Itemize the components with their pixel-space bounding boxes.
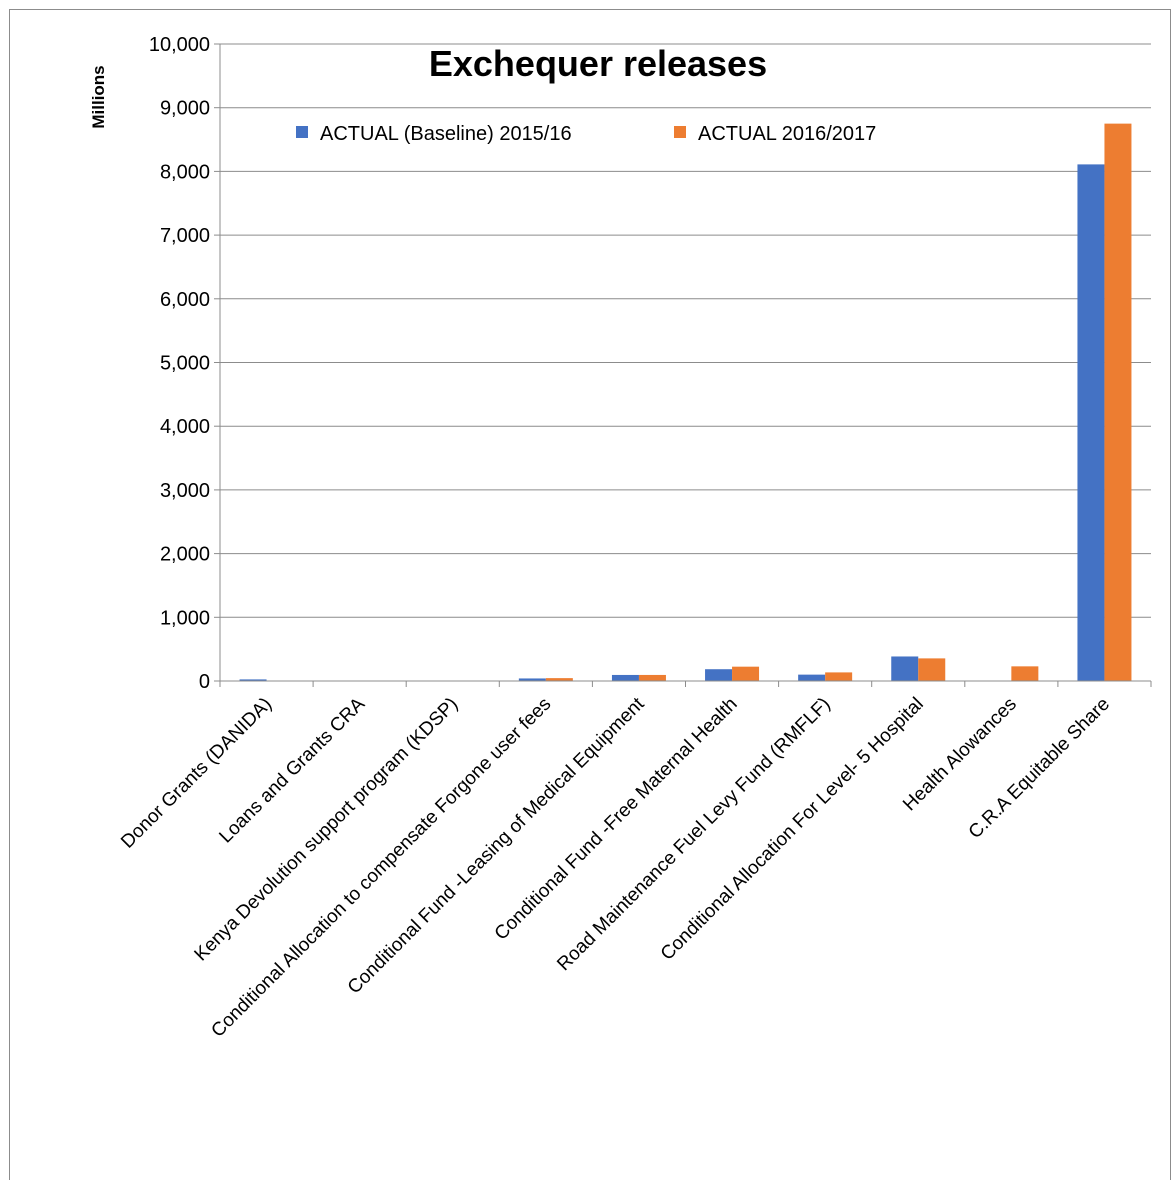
bar-2015-16: [518, 678, 546, 681]
y-tick-label: 10,000: [149, 34, 210, 56]
legend-swatch: [296, 126, 308, 138]
bar-2016-2017: [825, 672, 853, 681]
chart-title: Exchequer releases: [429, 43, 767, 84]
bar-2015-16: [705, 669, 733, 681]
y-tick-labels: 0 1,000 2,000 3,000 4,000 5,000 6,000 7,000 8,00…: [149, 34, 210, 693]
bar-2015-16: [239, 679, 267, 681]
y-axis-label: Millions: [89, 65, 108, 128]
y-tick-label: 8,000: [160, 161, 210, 183]
bar-2016-2017: [1011, 666, 1039, 681]
x-tick-label: Donor Grants (DANIDA): [117, 694, 276, 853]
legend: ACTUAL (Baseline) 2015/16 ACTUAL 2016/201…: [296, 123, 876, 145]
y-tick-label: 0: [199, 671, 210, 693]
y-tick-label: 7,000: [160, 225, 210, 247]
bars: [239, 123, 1132, 681]
legend-label: ACTUAL (Baseline) 2015/16: [320, 123, 572, 145]
y-tick-label: 6,000: [160, 289, 210, 311]
y-tick-label: 2,000: [160, 544, 210, 566]
y-tick-label: 3,000: [160, 480, 210, 502]
y-tick-label: 5,000: [160, 353, 210, 375]
y-tick-label: 9,000: [160, 98, 210, 120]
y-tick-label: 4,000: [160, 416, 210, 438]
legend-swatch: [674, 126, 686, 138]
bar-2016-2017: [545, 678, 573, 681]
bar-2015-16: [798, 674, 826, 681]
bar-2016-2017: [638, 674, 666, 681]
axes: [214, 43, 1152, 687]
bar-2016-2017: [1104, 123, 1132, 681]
bar-2015-16: [1077, 164, 1105, 681]
x-tick-labels: Donor Grants (DANIDA)Loans and Grants CR…: [117, 693, 1114, 1041]
x-tick-label: Conditional Allocation to compensate For…: [207, 694, 555, 1042]
y-tick-label: 1,000: [160, 607, 210, 629]
legend-label: ACTUAL 2016/2017: [698, 123, 876, 145]
bar-2016-2017: [918, 658, 946, 681]
gridlines: [220, 43, 1151, 618]
bar-2015-16: [891, 656, 919, 681]
bar-2015-16: [611, 674, 639, 681]
chart-frame: [9, 9, 1171, 1180]
bar-2016-2017: [732, 666, 760, 681]
